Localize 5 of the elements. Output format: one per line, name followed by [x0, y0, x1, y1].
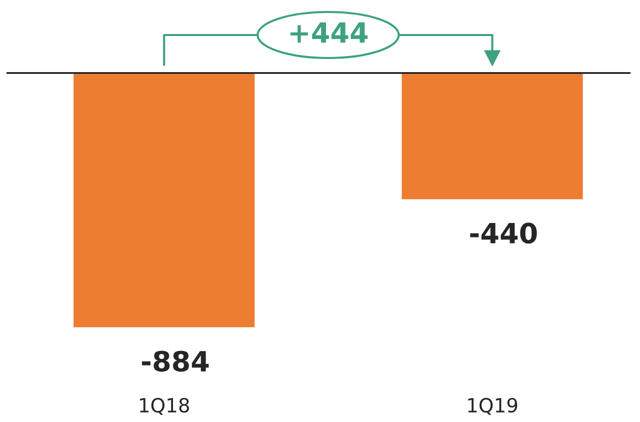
text: +444	[290, 22, 368, 43]
x-tick-label: 1Q19	[468, 398, 518, 415]
x-tick-label: 1Q18	[140, 398, 189, 415]
data-label: -884	[142, 350, 209, 372]
data-label: -440	[470, 222, 537, 244]
